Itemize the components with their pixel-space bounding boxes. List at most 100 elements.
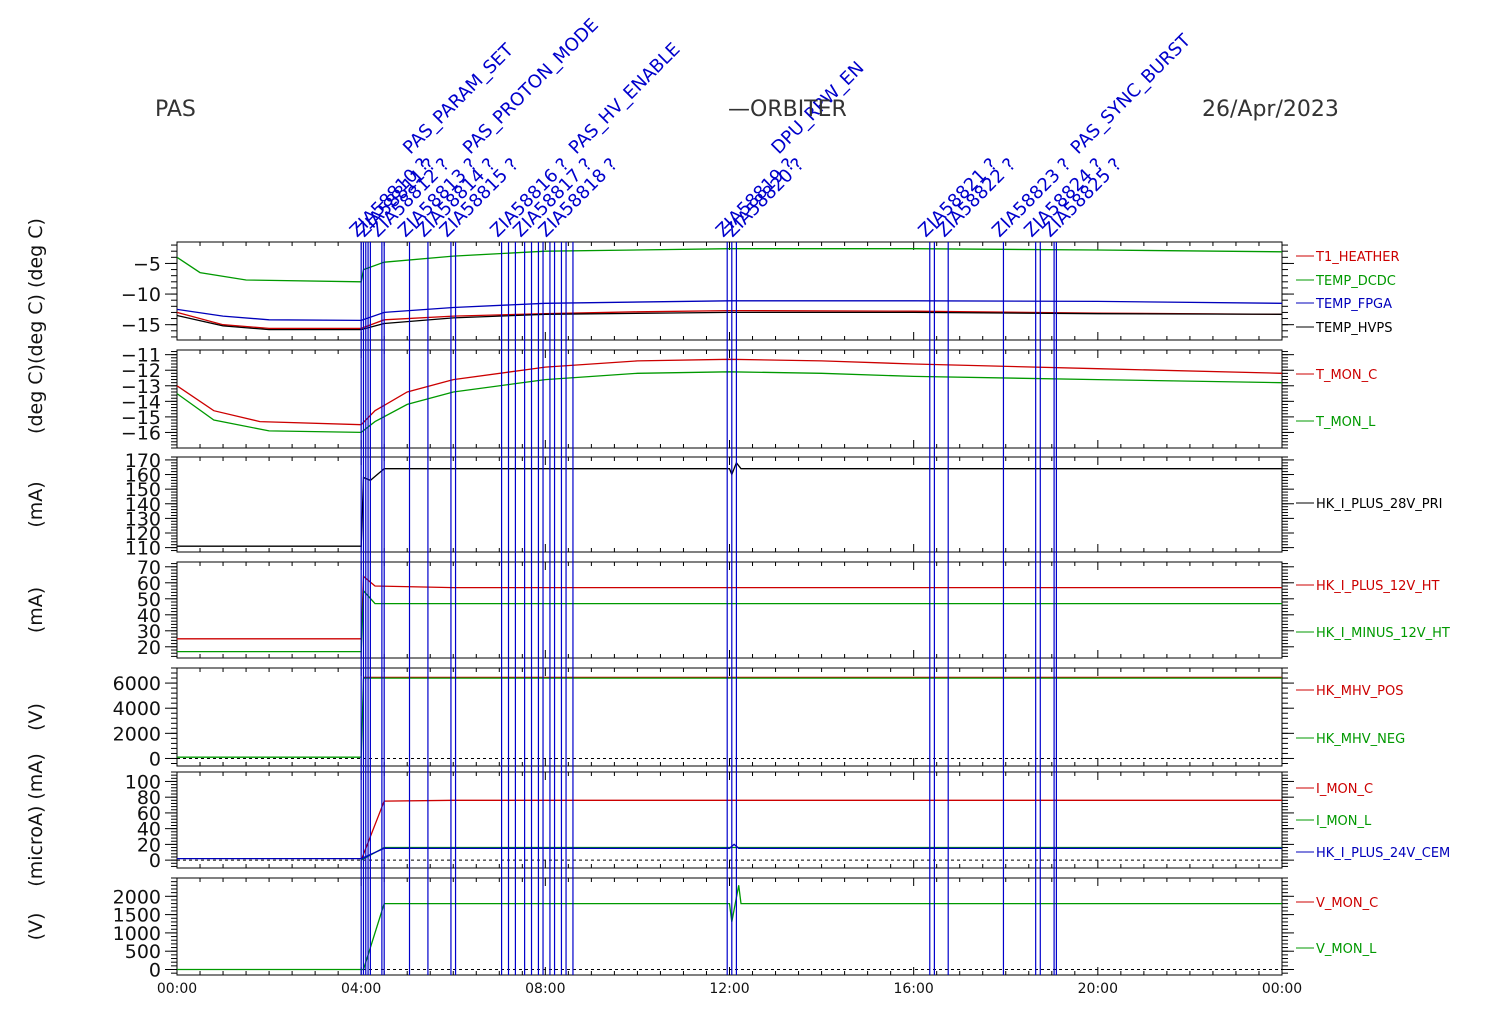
event-caption: PAS_HV_ENABLE	[565, 39, 685, 159]
legend-label: V_MON_C	[1316, 896, 1378, 911]
y-tick-label: 160	[125, 465, 161, 487]
series-line-hk_i_plus_28v_pri	[177, 461, 1282, 547]
y-tick-label: −12	[121, 360, 161, 382]
event-lines	[360, 242, 1057, 975]
y-tick-label: 120	[125, 523, 161, 545]
panel-5: 6000 4000 2000 0 (V) HK_MHV_POS HK_MHV_NEG	[25, 667, 1405, 770]
y-axis-label: (microA) (mA)	[25, 753, 47, 886]
legend-label: T_MON_L	[1315, 415, 1376, 430]
panel-frame	[176, 241, 1283, 341]
series-line-hk_i_plus_24v_cem	[177, 843, 1282, 860]
panel-frame	[176, 771, 1283, 869]
y-tick-label: 6000	[113, 673, 161, 695]
y-tick-label: 60	[137, 573, 161, 595]
y-tick-label: 20	[137, 637, 161, 659]
series-line-v_mon_l	[177, 885, 1282, 971]
y-tick-label: 500	[125, 941, 161, 963]
y-tick-label: −5	[133, 253, 161, 275]
panel-frame	[176, 667, 1283, 767]
x-tick-label: 16:00	[893, 981, 933, 997]
legend-label: I_MON_L	[1316, 814, 1372, 829]
y-tick-label: 0	[149, 960, 161, 982]
y-tick-label: 2000	[113, 723, 161, 745]
y-tick-label: −15	[121, 407, 161, 429]
y-tick-label: −13	[121, 376, 161, 398]
y-tick-label: 110	[125, 538, 161, 560]
header-date: 26/Apr/2023	[1202, 97, 1339, 122]
series-line-temp_dcdc	[176, 248, 1283, 283]
series-line-hk_i_plus_12v_ht	[177, 575, 1282, 640]
y-tick-label: 70	[137, 557, 161, 579]
x-tick-label: 00:00	[157, 981, 197, 997]
y-tick-label: 4000	[113, 698, 161, 720]
y-tick-label: 1000	[113, 923, 161, 945]
series-line-t_mon_c	[176, 358, 1283, 426]
y-tick-label: 20	[137, 834, 161, 856]
y-tick-label: 80	[137, 787, 161, 809]
series-line-t_mon_l	[176, 371, 1283, 434]
series-line-hk_i_minus_12v_ht	[177, 589, 1282, 653]
legend-label: TEMP_FPGA	[1315, 297, 1392, 312]
series-line-temp_fpga	[176, 300, 1283, 322]
y-tick-label: 60	[137, 803, 161, 825]
y-tick-label: 140	[125, 494, 161, 516]
y-tick-label: 150	[125, 479, 161, 501]
legend-label: HK_I_PLUS_12V_HT	[1316, 579, 1440, 594]
legend-label: HK_I_PLUS_24V_CEM	[1316, 846, 1450, 861]
y-tick-label: 40	[137, 605, 161, 627]
y-tick-label: −10	[121, 284, 161, 306]
legend-label: HK_I_PLUS_28V_PRI	[1316, 497, 1442, 512]
event-caption: PAS_SYNC_BURST	[1067, 30, 1196, 159]
y-axis-label: (mA)	[25, 481, 47, 527]
header-center: —ORBITER	[728, 97, 847, 122]
header-left: PAS	[155, 97, 196, 122]
x-tick-label: 08:00	[525, 981, 565, 997]
series-line-i_mon_l	[360, 846, 1282, 861]
legend-label: HK_I_MINUS_12V_HT	[1316, 626, 1450, 641]
panel-frame	[176, 349, 1283, 449]
y-tick-label: 30	[137, 621, 161, 643]
x-tick-label: 12:00	[709, 981, 749, 997]
y-tick-label: 50	[137, 589, 161, 611]
y-tick-label: −16	[121, 422, 161, 444]
legend-label: I_MON_C	[1316, 782, 1373, 797]
legend-label: T_MON_C	[1315, 368, 1377, 383]
y-tick-label: 2000	[113, 886, 161, 908]
y-axis-label: (V)	[25, 703, 47, 731]
y-tick-label: −11	[121, 345, 161, 367]
x-tick-label: 20:00	[1078, 981, 1118, 997]
y-axis-label: (mA)	[25, 587, 47, 633]
panel-frame	[176, 561, 1283, 659]
panels: −5 −10 −15 (deg C) (deg C) T1_HEATHER TEMP_DC…	[25, 218, 1450, 981]
y-tick-label: 130	[125, 508, 161, 530]
legend-label: HK_MHV_POS	[1316, 684, 1404, 699]
x-axis: 00:00 04:00 08:00 12:00 16:00 20:00 00:00	[157, 981, 1302, 997]
series-line-t1_heather	[176, 309, 1283, 330]
y-tick-label: 1500	[113, 905, 161, 927]
x-tick-label: 04:00	[341, 981, 381, 997]
y-axis-label: (V)	[25, 913, 47, 941]
series-line-hk_mhv_neg	[177, 677, 1282, 758]
event-caption: PAS_PARAM_SET	[399, 39, 518, 158]
legend-label: TEMP_DCDC	[1315, 274, 1396, 289]
legend-label: TEMP_HVPS	[1315, 321, 1392, 336]
series-line-i_mon_c	[360, 799, 1282, 861]
y-tick-label: 100	[125, 771, 161, 793]
legend-label: T1_HEATHER	[1315, 250, 1400, 265]
panel-1: −5 −10 −15 (deg C) (deg C) T1_HEATHER TEMP_DC…	[25, 218, 1400, 364]
y-axis-label: (deg C) (deg C)	[25, 218, 47, 364]
series-line-temp_hvps	[176, 311, 1283, 331]
y-tick-label: 0	[149, 850, 161, 872]
legend-label: V_MON_L	[1316, 942, 1377, 957]
event-id-label: ZIA58820 ?	[721, 154, 808, 241]
y-tick-label: 40	[137, 819, 161, 841]
x-tick-label: 00:00	[1262, 981, 1302, 997]
y-tick-label: 170	[125, 450, 161, 472]
y-axis-label: (deg C)	[25, 364, 47, 434]
y-tick-label: −14	[121, 391, 161, 413]
